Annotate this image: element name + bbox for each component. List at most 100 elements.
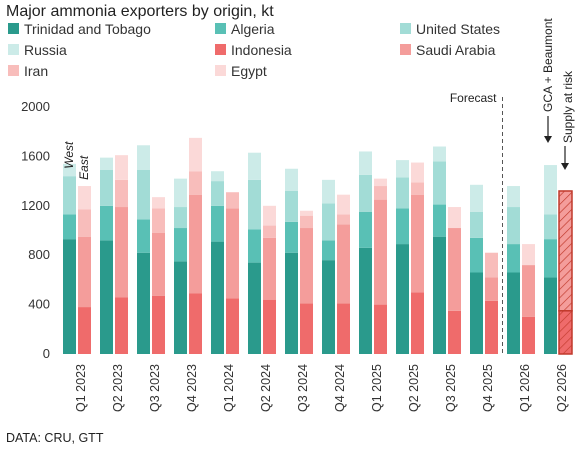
- bar-segment-indonesia: [115, 297, 128, 354]
- supply-at-risk-segment: [558, 310, 573, 355]
- annotations: West East Forecast GCA + Beaumont Supply at …: [62, 18, 575, 354]
- bar-segment-iran: [78, 209, 91, 237]
- legend-label: Algeria: [231, 21, 275, 37]
- bar-segment-iran: [226, 192, 239, 209]
- bar-segment-egypt: [522, 244, 535, 266]
- legend-label: Egypt: [231, 63, 267, 79]
- bar-segment-indonesia: [448, 310, 461, 354]
- bar-segment-algeria: [359, 211, 372, 248]
- supply-at-risk-label: Supply at risk: [561, 70, 575, 143]
- bar-segment-united_states: [359, 174, 372, 212]
- bar-segment-united_states: [396, 177, 409, 209]
- bar-segment-trinidad: [507, 272, 520, 354]
- bar-segment-indonesia: [226, 298, 239, 354]
- bar-segment-saudi_arabia: [152, 232, 165, 296]
- x-tick-label: Q1 2026: [518, 364, 532, 412]
- bar-segment-trinidad: [359, 247, 372, 354]
- x-tick-label: Q1 2025: [370, 364, 384, 412]
- y-tick-label: 1200: [21, 198, 50, 213]
- bar-segment-russia: [322, 179, 335, 204]
- legend-label: Indonesia: [231, 42, 292, 58]
- bar-segment-united_states: [100, 169, 113, 206]
- bar-segment-trinidad: [544, 277, 557, 354]
- bar-segment-united_states: [211, 181, 224, 206]
- bar-segment-indonesia: [522, 316, 535, 354]
- bar-segment-indonesia: [374, 304, 387, 354]
- bar-segment-algeria: [507, 244, 520, 273]
- x-tick-label: Q3 2024: [296, 364, 310, 412]
- bar-segment-trinidad: [211, 241, 224, 354]
- bar-segment-united_states: [544, 214, 557, 240]
- bar-segment-russia: [174, 178, 187, 208]
- bar-segment-algeria: [248, 229, 261, 263]
- gca-beaumont-label: GCA + Beaumont: [541, 18, 555, 112]
- x-tick-label: Q1 2024: [222, 364, 236, 412]
- bar-segment-trinidad: [63, 239, 76, 354]
- legend-label: United States: [416, 21, 500, 37]
- legend-swatch: [8, 65, 19, 76]
- x-tick-label: Q2 2025: [407, 364, 421, 412]
- bar-segment-russia: [248, 152, 261, 180]
- legend-swatch: [400, 23, 411, 34]
- bar-segment-united_states: [433, 161, 446, 205]
- y-axis: 0 400 800 1200 1600 2000: [21, 99, 50, 361]
- x-tick-label: Q2 2023: [111, 364, 125, 412]
- bar-segment-algeria: [544, 239, 557, 278]
- bar-segment-saudi_arabia: [78, 236, 91, 308]
- bar-segment-iran: [189, 171, 202, 195]
- bar-segment-russia: [544, 165, 557, 215]
- y-tick-label: 0: [43, 346, 50, 361]
- bar-segment-indonesia: [300, 303, 313, 354]
- bar-segment-united_states: [322, 203, 335, 241]
- bar-segment-russia: [137, 145, 150, 170]
- x-tick-label: Q4 2025: [481, 364, 495, 412]
- bar-segment-trinidad: [248, 262, 261, 354]
- chart-legend: Trinidad and Tobago Algeria United States R…: [8, 21, 500, 79]
- bar-segment-algeria: [433, 204, 446, 237]
- x-axis: Q1 2023 Q2 2023 Q3 2023 Q4 2023 Q1 2024 Q2 20…: [74, 364, 569, 412]
- bar-segment-indonesia: [485, 300, 498, 354]
- legend-label: Russia: [24, 42, 67, 58]
- bar-segment-egypt: [300, 210, 313, 216]
- bar-segment-united_states: [137, 169, 150, 220]
- bar-segment-indonesia: [263, 299, 276, 354]
- bar-segment-iran: [411, 182, 424, 195]
- bar-segment-egypt: [152, 197, 165, 209]
- bar-segment-russia: [470, 184, 483, 212]
- bar-segment-egypt: [78, 186, 91, 210]
- bar-segment-russia: [285, 168, 298, 191]
- bar-segment-russia: [396, 160, 409, 178]
- bar-segment-united_states: [285, 190, 298, 222]
- bar-segment-saudi_arabia: [189, 194, 202, 294]
- legend-swatch: [215, 23, 226, 34]
- bar-segment-algeria: [174, 228, 187, 262]
- bar-segment-saudi_arabia: [522, 265, 535, 317]
- gca-arrow-head: [544, 136, 552, 143]
- y-tick-label: 800: [28, 247, 50, 262]
- x-tick-label: Q2 2024: [259, 364, 273, 412]
- bar-segment-iran: [374, 186, 387, 200]
- risk-arrow-head: [561, 163, 569, 170]
- bar-segment-trinidad: [174, 261, 187, 354]
- x-tick-label: Q4 2024: [333, 364, 347, 412]
- bar-segment-egypt: [189, 137, 202, 172]
- bar-segment-russia: [211, 171, 224, 182]
- y-tick-label: 400: [28, 297, 50, 312]
- bar-segment-algeria: [137, 219, 150, 253]
- bar-segment-saudi_arabia: [374, 199, 387, 305]
- bar-segment-algeria: [63, 214, 76, 240]
- bar-segment-saudi_arabia: [337, 224, 350, 304]
- bar-segment-iran: [263, 225, 276, 238]
- bar-segment-saudi_arabia: [448, 228, 461, 311]
- y-tick-label: 2000: [21, 99, 50, 114]
- bar-segment-saudi_arabia: [485, 277, 498, 301]
- x-tick-label: Q4 2023: [185, 364, 199, 412]
- x-tick-label: Q1 2023: [74, 364, 88, 412]
- bar-segment-saudi_arabia: [226, 208, 239, 299]
- x-tick-label: Q2 2026: [555, 364, 569, 412]
- legend-swatch: [215, 44, 226, 55]
- bar-segment-egypt: [448, 207, 461, 229]
- bar-segment-trinidad: [396, 244, 409, 354]
- legend-swatch: [8, 44, 19, 55]
